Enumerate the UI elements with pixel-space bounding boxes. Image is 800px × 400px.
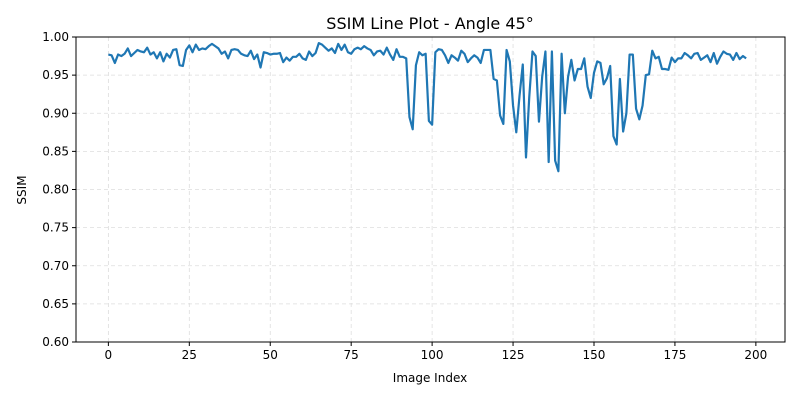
x-tick-label: 175 — [663, 348, 686, 362]
y-tick-label: 0.75 — [42, 221, 69, 235]
y-axis: 0.60 0.65 0.70 0.75 0.80 0.85 0.90 0.95 1.00 — [42, 30, 76, 349]
series-line — [108, 41, 747, 173]
x-tick-label: 100 — [421, 348, 444, 362]
y-tick-label: 0.95 — [42, 68, 69, 82]
x-axis-label: Image Index — [393, 371, 467, 385]
y-tick-label: 0.70 — [42, 259, 69, 273]
y-tick-label: 0.80 — [42, 183, 69, 197]
series-group — [108, 41, 747, 173]
y-tick-label: 0.65 — [42, 297, 69, 311]
x-tick-label: 0 — [105, 348, 113, 362]
x-tick-label: 200 — [744, 348, 767, 362]
x-axis: 0 25 50 75 100 125 150 175 200 — [105, 342, 767, 362]
y-tick-label: 1.00 — [42, 30, 69, 44]
chart-title: SSIM Line Plot - Angle 45° — [326, 14, 533, 33]
x-tick-label: 75 — [344, 348, 359, 362]
y-axis-label: SSIM — [15, 175, 29, 204]
y-tick-label: 0.85 — [42, 144, 69, 158]
x-tick-label: 25 — [182, 348, 197, 362]
x-tick-label: 50 — [263, 348, 278, 362]
x-tick-label: 150 — [583, 348, 606, 362]
x-tick-label: 125 — [502, 348, 525, 362]
y-tick-label: 0.60 — [42, 335, 69, 349]
y-tick-label: 0.90 — [42, 106, 69, 120]
